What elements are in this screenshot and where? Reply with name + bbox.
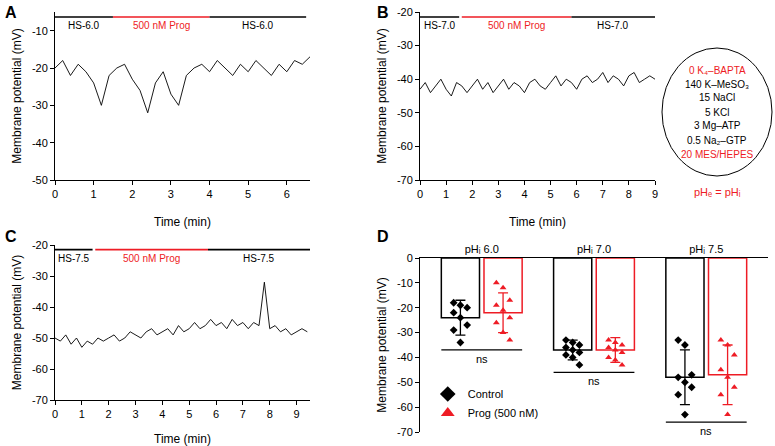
svg-text:A: A <box>5 4 17 21</box>
svg-text:0: 0 <box>407 252 413 264</box>
svg-text:-70: -70 <box>32 394 48 406</box>
svg-text:6: 6 <box>574 188 580 200</box>
svg-text:-30: -30 <box>397 326 413 338</box>
svg-text:-40: -40 <box>397 73 413 85</box>
svg-text:3: 3 <box>168 188 174 200</box>
svg-text:Membrane potential (mV): Membrane potential (mV) <box>10 28 24 163</box>
svg-text:-20: -20 <box>397 6 413 18</box>
svg-text:Membrane potential (mV): Membrane potential (mV) <box>375 28 389 163</box>
svg-text:0 K₄–BAPTA: 0 K₄–BAPTA <box>689 65 746 76</box>
svg-text:2: 2 <box>469 188 475 200</box>
svg-text:2: 2 <box>129 188 135 200</box>
svg-text:9: 9 <box>652 188 658 200</box>
svg-text:HS-7.5: HS-7.5 <box>243 253 275 264</box>
svg-text:0: 0 <box>52 188 58 200</box>
svg-text:9: 9 <box>294 408 300 420</box>
svg-text:500 nM Prog: 500 nM Prog <box>133 20 190 31</box>
svg-text:-50: -50 <box>32 332 48 344</box>
svg-text:-40: -40 <box>32 137 48 149</box>
svg-text:8: 8 <box>626 188 632 200</box>
svg-text:6: 6 <box>213 408 219 420</box>
svg-text:-50: -50 <box>397 107 413 119</box>
svg-text:-20: -20 <box>32 239 48 251</box>
svg-text:-20: -20 <box>32 62 48 74</box>
svg-text:6: 6 <box>284 188 290 200</box>
svg-text:Time (min): Time (min) <box>509 215 566 229</box>
svg-text:-30: -30 <box>397 39 413 51</box>
svg-text:3: 3 <box>495 188 501 200</box>
svg-text:HS-7.0: HS-7.0 <box>424 20 456 31</box>
svg-text:5: 5 <box>186 408 192 420</box>
svg-text:pHₑ = pHᵢ: pHₑ = pHᵢ <box>694 186 741 198</box>
svg-text:B: B <box>377 4 389 21</box>
svg-text:Membrane potential (mV): Membrane potential (mV) <box>375 277 389 412</box>
svg-text:4: 4 <box>521 188 527 200</box>
svg-text:0: 0 <box>417 188 423 200</box>
svg-text:Membrane potential (mV): Membrane potential (mV) <box>10 255 24 390</box>
svg-text:-20: -20 <box>397 302 413 314</box>
svg-text:140 K–MeSO₃: 140 K–MeSO₃ <box>685 79 749 90</box>
svg-text:4: 4 <box>159 408 165 420</box>
svg-text:-40: -40 <box>397 351 413 363</box>
svg-text:-50: -50 <box>397 376 413 388</box>
svg-text:HS-6.0: HS-6.0 <box>68 20 100 31</box>
svg-text:15 NaCl: 15 NaCl <box>699 92 735 103</box>
svg-text:500 nM Prog: 500 nM Prog <box>123 253 180 264</box>
svg-text:-50: -50 <box>32 174 48 186</box>
svg-text:5 KCl: 5 KCl <box>705 107 729 118</box>
svg-text:7: 7 <box>240 408 246 420</box>
svg-text:-40: -40 <box>32 301 48 313</box>
svg-text:20 MES/HEPES: 20 MES/HEPES <box>681 149 754 160</box>
svg-text:8: 8 <box>267 408 273 420</box>
svg-text:C: C <box>5 228 17 245</box>
svg-text:Time (min): Time (min) <box>154 432 211 446</box>
svg-text:HS-7.5: HS-7.5 <box>58 253 90 264</box>
svg-text:1: 1 <box>443 188 449 200</box>
svg-text:ns: ns <box>588 375 600 387</box>
svg-text:Time (min): Time (min) <box>154 215 211 229</box>
svg-text:5: 5 <box>245 188 251 200</box>
svg-text:pHᵢ 6.0: pHᵢ 6.0 <box>465 243 499 255</box>
svg-text:ns: ns <box>476 353 488 365</box>
svg-text:Control: Control <box>468 388 503 400</box>
svg-text:3 Mg–ATP: 3 Mg–ATP <box>694 120 741 131</box>
svg-text:-10: -10 <box>397 277 413 289</box>
svg-text:2: 2 <box>106 408 112 420</box>
svg-text:0.5 Na₂–GTP: 0.5 Na₂–GTP <box>687 135 747 146</box>
svg-text:500 nM Prog: 500 nM Prog <box>488 20 545 31</box>
svg-text:pHᵢ 7.0: pHᵢ 7.0 <box>577 243 611 255</box>
svg-text:ns: ns <box>700 425 712 437</box>
svg-text:-60: -60 <box>32 363 48 375</box>
svg-text:-30: -30 <box>32 270 48 282</box>
svg-text:-70: -70 <box>397 174 413 186</box>
svg-text:-60: -60 <box>397 401 413 413</box>
svg-text:-30: -30 <box>32 99 48 111</box>
svg-text:1: 1 <box>79 408 85 420</box>
svg-text:HS-7.0: HS-7.0 <box>597 20 629 31</box>
svg-text:4: 4 <box>206 188 212 200</box>
svg-text:7: 7 <box>600 188 606 200</box>
svg-text:D: D <box>377 228 389 245</box>
svg-text:0: 0 <box>52 408 58 420</box>
svg-text:HS-6.0: HS-6.0 <box>242 20 274 31</box>
svg-text:-70: -70 <box>397 426 413 438</box>
svg-text:pHᵢ 7.5: pHᵢ 7.5 <box>689 243 723 255</box>
svg-text:1: 1 <box>91 188 97 200</box>
svg-text:5: 5 <box>547 188 553 200</box>
svg-text:-60: -60 <box>397 140 413 152</box>
svg-text:3: 3 <box>132 408 138 420</box>
svg-text:Prog (500 nM): Prog (500 nM) <box>468 407 538 419</box>
svg-text:-10: -10 <box>32 25 48 37</box>
